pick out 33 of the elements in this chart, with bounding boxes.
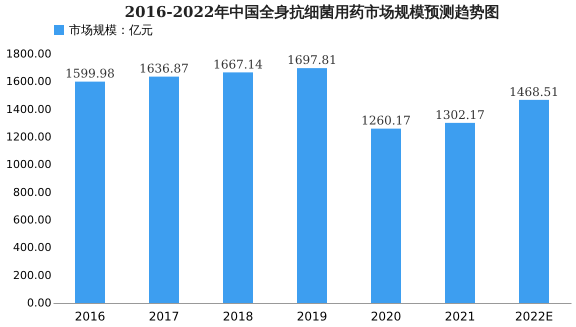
- data-label: 1667.14: [213, 57, 264, 72]
- data-label: 1636.87: [139, 62, 189, 76]
- bar: [297, 68, 327, 303]
- data-label: 1260.17: [361, 114, 411, 128]
- bar: [371, 128, 401, 303]
- y-tick-label: 800.00: [13, 186, 52, 199]
- legend-label: 市场规模：亿元: [69, 23, 153, 37]
- x-tick-label: 2022E: [514, 310, 554, 324]
- bar: [149, 76, 179, 303]
- y-tick-label: 600.00: [13, 214, 52, 226]
- y-tick-label: 1800.00: [6, 48, 52, 60]
- bar: [445, 122, 475, 303]
- x-tick-label: 2020: [370, 310, 402, 324]
- data-label: 1468.51: [509, 84, 559, 99]
- x-tick-label: 2016: [74, 310, 106, 324]
- y-tick-label: 0.00: [27, 296, 52, 310]
- x-tick-label: 2018: [222, 310, 254, 324]
- data-label: 1302.17: [435, 108, 485, 122]
- x-tick-label: 2017: [148, 310, 180, 324]
- chart-title: 2016-2022年中国全身抗细菌用药市场规模预测趋势图: [124, 3, 500, 21]
- bar: [75, 82, 105, 303]
- y-tick-label: 1200.00: [6, 130, 52, 144]
- bar: [519, 100, 549, 303]
- y-tick-label: 400.00: [13, 241, 52, 254]
- y-tick-label: 1400.00: [6, 102, 52, 116]
- y-tick-label: 1000.00: [6, 158, 52, 172]
- y-tick-label: 1600.00: [6, 75, 52, 88]
- data-label: 1697.81: [287, 53, 337, 68]
- data-label: 1599.98: [65, 66, 115, 81]
- bar: [223, 72, 253, 303]
- x-tick-label: 2019: [296, 310, 328, 324]
- x-tick-label: 2021: [444, 310, 476, 324]
- y-tick-label: 200.00: [13, 268, 52, 282]
